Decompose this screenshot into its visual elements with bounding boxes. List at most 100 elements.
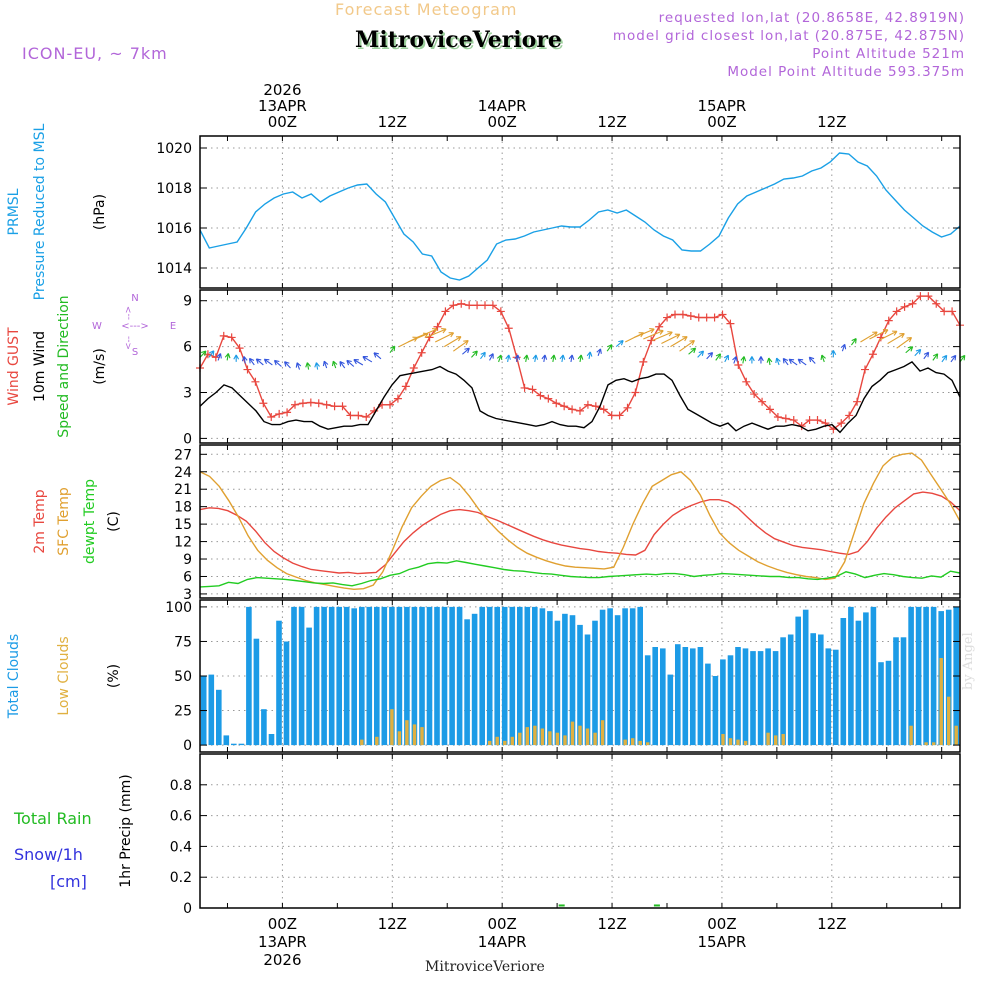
low-cloud-bar (518, 732, 522, 746)
total-cloud-bar (396, 606, 403, 746)
total-cloud-bar (517, 606, 523, 746)
total-cloud-bar (569, 615, 576, 746)
y-tick-label: 3 (183, 587, 192, 603)
low-cloud-bar (405, 720, 409, 746)
data-layer (196, 152, 966, 907)
gust-marker (861, 365, 869, 374)
gust-marker (615, 411, 624, 420)
panel-axis-label: (%) (106, 664, 122, 688)
gust-marker (781, 414, 790, 423)
compass-vertical-up: --> (124, 306, 134, 320)
panel-axis-label: dewpt Temp (82, 479, 98, 564)
wind-arrow (860, 331, 878, 343)
total-cloud-bar (411, 606, 418, 746)
gust-marker (298, 399, 307, 408)
total-cloud-bar (404, 606, 410, 746)
total-cloud-bar (494, 606, 500, 746)
low-cloud-bar (954, 725, 958, 745)
gust-marker (211, 353, 220, 362)
wind-arrow (496, 354, 503, 363)
low-cloud-bar (774, 735, 778, 746)
gust-marker (940, 307, 949, 316)
low-cloud-bar (600, 720, 605, 746)
low-cloud-bar (570, 721, 575, 746)
total-cloud-bar (787, 634, 794, 745)
gust-marker (346, 411, 355, 420)
gust-marker (607, 411, 616, 420)
rain-bar (653, 904, 660, 907)
gust-marker (401, 382, 410, 391)
gust-marker (916, 292, 925, 301)
total-cloud-bar (795, 616, 801, 746)
gust-marker (813, 416, 822, 425)
total-cloud-bar (479, 606, 485, 746)
gust-marker (560, 402, 569, 411)
wind-arrow (523, 354, 530, 363)
total-cloud-bar (712, 676, 719, 746)
total-cloud-bar (765, 648, 771, 746)
location-title: MitroviceVeriore (355, 27, 562, 53)
total-cloud-bar (667, 674, 674, 746)
total-cloud-bar (328, 606, 335, 746)
total-cloud-bar (780, 637, 786, 746)
gust-marker (283, 408, 292, 417)
wind-arrow (532, 354, 539, 363)
gust-marker (314, 399, 323, 408)
total-cloud-bar (261, 709, 267, 746)
low-cloud-bar (375, 736, 379, 746)
total-cloud-bar (306, 627, 312, 746)
total-cloud-bar (855, 620, 862, 746)
panel-axis-label: (hPa) (92, 194, 108, 230)
chart-subtitle: Forecast Meteogram (335, 0, 518, 19)
wind-arrow (480, 351, 486, 360)
total-cloud-bar (298, 606, 305, 746)
total-cloud-bar (697, 647, 704, 746)
gust-marker (702, 313, 711, 322)
gust-marker (465, 301, 474, 310)
wind-arrow (797, 358, 807, 366)
gust-marker (924, 292, 933, 301)
total-cloud-bar (848, 606, 854, 746)
wind-arrow (830, 350, 837, 358)
total-cloud-bar (283, 641, 290, 746)
total-cloud-bar (532, 606, 538, 746)
gust-marker (932, 299, 941, 308)
low-cloud-bar (766, 732, 770, 746)
gust-marker (275, 409, 284, 418)
wind-arrow (950, 354, 957, 363)
panel-frame (199, 289, 961, 444)
low-cloud-bar (593, 732, 597, 746)
y-tick-label: 18 (174, 500, 192, 516)
y-tick-label: 1016 (156, 221, 192, 237)
total-cloud-bar (456, 606, 463, 746)
wind-arrow (740, 356, 747, 364)
gust-marker (409, 364, 418, 373)
gust-marker (552, 399, 561, 408)
wind-arrow (652, 331, 673, 341)
total-cloud-bar (742, 648, 749, 746)
panel-axis-label: Low Clouds (56, 636, 72, 715)
low-cloud-bar (781, 734, 785, 746)
gust-marker (892, 307, 901, 316)
wind-arrow (723, 354, 729, 363)
wind-arrow (878, 330, 898, 341)
total-cloud-bar (524, 606, 531, 746)
compass-south: S (132, 347, 138, 358)
low-cloud-bar (412, 724, 417, 746)
precip-side-label: [cm] (50, 872, 87, 891)
wind-arrow (346, 359, 355, 367)
gust-marker (805, 416, 814, 425)
gust-marker (773, 412, 782, 421)
total-cloud-bar (930, 606, 937, 746)
wind-arrow (255, 358, 264, 366)
low-cloud-bar (555, 732, 560, 746)
total-cloud-bar (772, 651, 779, 746)
gust-marker (655, 322, 664, 331)
gust-marker (488, 301, 497, 310)
total-cloud-bar (501, 606, 508, 746)
gust-marker (354, 411, 363, 420)
wind-arrow (634, 328, 655, 338)
wind-arrow (661, 333, 681, 345)
wind-arrow (615, 340, 624, 348)
total-cloud-bar (675, 644, 681, 746)
